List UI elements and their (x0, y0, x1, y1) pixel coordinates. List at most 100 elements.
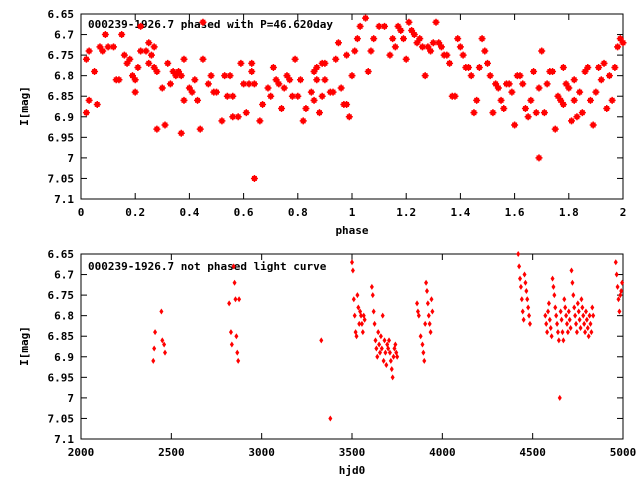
data-point-cross (299, 117, 307, 125)
data-point (580, 304, 585, 311)
data-point-cross (435, 39, 443, 47)
data-point (548, 325, 553, 331)
data-point-cross (489, 109, 497, 117)
y-tick-label: 7.05 (48, 172, 75, 185)
data-point (375, 353, 380, 360)
data-point-cross (145, 59, 153, 67)
data-point-cross (364, 68, 372, 76)
data-point-cross (451, 92, 459, 100)
data-point-cross (573, 113, 581, 121)
data-point-cross (180, 55, 188, 63)
data-point-cross (424, 43, 432, 51)
data-point-cross (397, 26, 405, 34)
data-point (564, 312, 569, 319)
chart-title: 000239-1926.7 phased with P=46.620day (88, 18, 333, 31)
data-point (426, 312, 431, 319)
data-point (424, 288, 429, 294)
data-point-cross (356, 22, 364, 30)
data-point (571, 292, 576, 299)
data-point-cross (511, 121, 519, 129)
data-point-cross (175, 68, 183, 76)
y-tick-label: 6.7 (54, 29, 74, 42)
data-point (237, 296, 242, 303)
data-points (151, 251, 625, 422)
data-point-cross (446, 59, 454, 67)
x-tick-label: 4000 (429, 446, 456, 459)
data-point-cross (164, 59, 172, 67)
plot-frame (80, 13, 624, 200)
x-tick-label: 0.6 (234, 206, 254, 219)
data-point-cross (473, 96, 481, 104)
axis-ticks: 0 0.2 0.4 0.6 0.8 1 1.2 1.4 1.6 1.8 2 6.65 6.7 6.75 6.… (48, 8, 627, 219)
data-point-cross (207, 72, 215, 80)
data-point (573, 312, 578, 319)
data-point (376, 329, 381, 336)
data-point-cross (508, 88, 516, 96)
data-point-cross (161, 121, 169, 129)
data-point (555, 320, 560, 327)
data-point (591, 312, 596, 319)
data-point (429, 296, 434, 303)
x-tick-label: 4500 (519, 446, 546, 459)
data-point (362, 316, 367, 323)
data-point-cross (549, 68, 557, 76)
data-point (371, 308, 376, 315)
unphased-panel: 000239-1926.7 not phased light curve hjd… (18, 248, 636, 477)
data-point-cross (497, 96, 505, 104)
x-tick-label: 0.4 (179, 206, 199, 219)
data-point (613, 259, 618, 266)
data-point (519, 296, 524, 303)
data-point (581, 312, 586, 319)
data-point-cross (315, 109, 323, 117)
data-point-cross (82, 109, 90, 117)
data-point-cross (237, 59, 245, 67)
data-point (388, 357, 393, 364)
y-axis-label: I[mag] (18, 86, 31, 126)
data-point-cross (559, 100, 567, 108)
data-point (227, 300, 232, 307)
x-tick-label: 0 (78, 206, 85, 219)
data-point (386, 345, 391, 352)
data-point-cross (177, 72, 185, 80)
data-point (381, 357, 386, 364)
data-point-cross (126, 55, 134, 63)
data-point (422, 357, 427, 364)
data-point (562, 296, 567, 303)
data-point (563, 304, 568, 311)
data-point-cross (405, 18, 413, 26)
data-point-cross (318, 92, 326, 100)
data-point-cross (302, 105, 310, 113)
data-point (588, 320, 593, 327)
data-point-cross (297, 76, 305, 84)
x-tick-label: 1.2 (396, 206, 416, 219)
data-point-cross (616, 35, 624, 43)
data-point-cross (394, 22, 402, 30)
data-point-cross (85, 47, 93, 55)
data-point (547, 316, 552, 323)
data-point-cross (204, 80, 212, 88)
data-point-cross (118, 31, 126, 39)
data-point-cross (557, 96, 565, 104)
plot-frame (80, 253, 624, 440)
data-point-cross (527, 96, 535, 104)
data-point (556, 337, 561, 344)
data-point (389, 366, 394, 373)
y-tick-label: 6.7 (54, 269, 74, 282)
data-point (584, 316, 589, 323)
data-point-cross (199, 18, 207, 26)
data-point (233, 296, 238, 303)
x-tick-label: 0.2 (125, 206, 145, 219)
data-point-cross (538, 47, 546, 55)
data-point (427, 320, 432, 327)
data-point (518, 283, 523, 290)
data-point-cross (389, 35, 397, 43)
y-tick-label: 7.05 (48, 412, 75, 425)
data-point-cross (524, 113, 532, 121)
data-point-cross (402, 55, 410, 63)
data-point (378, 349, 383, 356)
data-point (379, 345, 384, 352)
data-point-cross (115, 76, 123, 84)
data-point-cross (581, 68, 589, 76)
data-point-cross (166, 80, 174, 88)
data-point-cross (370, 35, 378, 43)
